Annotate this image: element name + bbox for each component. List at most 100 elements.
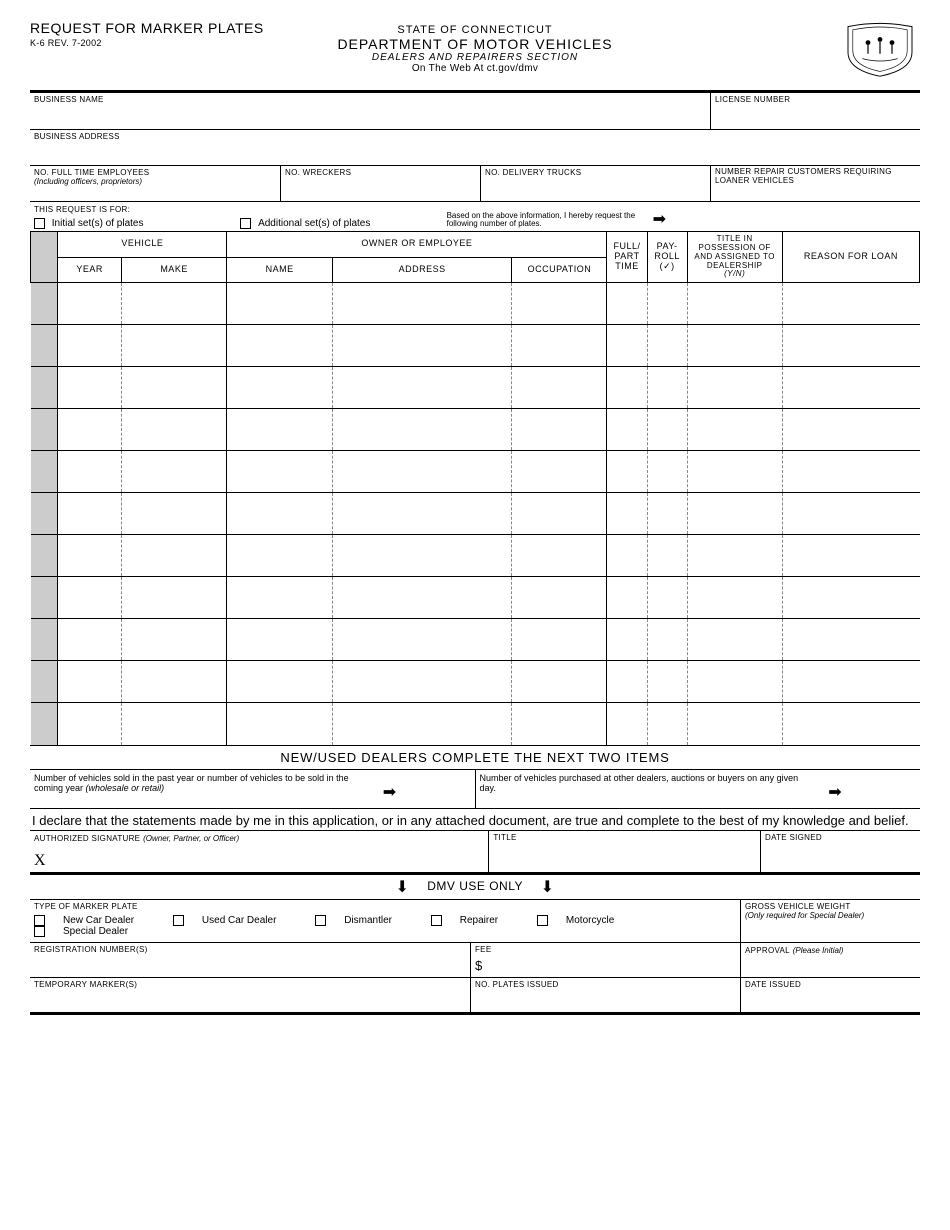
grid-cell[interactable] <box>687 577 782 619</box>
grid-cell[interactable] <box>687 619 782 661</box>
grid-cell[interactable] <box>227 367 333 409</box>
vehicles-sold-field[interactable]: Number of vehicles sold in the past year… <box>30 770 475 808</box>
grid-cell[interactable] <box>227 661 333 703</box>
grid-cell[interactable] <box>31 493 58 535</box>
grid-cell[interactable] <box>782 535 919 577</box>
additional-sets-checkbox[interactable] <box>240 218 251 229</box>
registration-field[interactable]: REGISTRATION NUMBER(S) <box>30 943 470 977</box>
grid-cell[interactable] <box>31 661 58 703</box>
grid-cell[interactable] <box>607 409 647 451</box>
signature-field[interactable]: AUTHORIZED SIGNATURE (Owner, Partner, or… <box>30 831 488 872</box>
grid-cell[interactable] <box>607 577 647 619</box>
grid-cell[interactable] <box>647 619 687 661</box>
grid-cell[interactable] <box>687 661 782 703</box>
grid-cell[interactable] <box>31 577 58 619</box>
table-row[interactable] <box>31 619 920 661</box>
used-car-checkbox[interactable] <box>173 915 184 926</box>
grid-cell[interactable] <box>332 661 511 703</box>
grid-cell[interactable] <box>332 535 511 577</box>
grid-cell[interactable] <box>647 577 687 619</box>
table-row[interactable] <box>31 535 920 577</box>
grid-cell[interactable] <box>227 703 333 745</box>
grid-cell[interactable] <box>647 661 687 703</box>
table-row[interactable] <box>31 577 920 619</box>
grid-cell[interactable] <box>31 367 58 409</box>
grid-cell[interactable] <box>227 577 333 619</box>
repairer-checkbox[interactable] <box>431 915 442 926</box>
table-row[interactable] <box>31 325 920 367</box>
grid-cell[interactable] <box>227 283 333 325</box>
grid-cell[interactable] <box>227 535 333 577</box>
grid-cell[interactable] <box>121 409 227 451</box>
grid-cell[interactable] <box>121 283 227 325</box>
grid-cell[interactable] <box>607 535 647 577</box>
grid-cell[interactable] <box>58 451 121 493</box>
grid-cell[interactable] <box>332 283 511 325</box>
grid-cell[interactable] <box>782 325 919 367</box>
grid-cell[interactable] <box>607 325 647 367</box>
grid-cell[interactable] <box>687 325 782 367</box>
grid-cell[interactable] <box>121 619 227 661</box>
grid-cell[interactable] <box>58 325 121 367</box>
grid-cell[interactable] <box>782 619 919 661</box>
gvw-field[interactable]: GROSS VEHICLE WEIGHT (Only required for … <box>740 900 920 941</box>
grid-cell[interactable] <box>332 493 511 535</box>
grid-cell[interactable] <box>121 325 227 367</box>
grid-cell[interactable] <box>58 283 121 325</box>
vehicles-purchased-field[interactable]: Number of vehicles purchased at other de… <box>475 770 921 808</box>
grid-cell[interactable] <box>227 325 333 367</box>
grid-cell[interactable] <box>647 703 687 745</box>
grid-cell[interactable] <box>647 535 687 577</box>
grid-cell[interactable] <box>31 703 58 745</box>
grid-cell[interactable] <box>121 703 227 745</box>
grid-cell[interactable] <box>647 409 687 451</box>
grid-cell[interactable] <box>31 283 58 325</box>
special-checkbox[interactable] <box>34 926 45 937</box>
temp-marker-field[interactable]: TEMPORARY MARKER(S) <box>30 978 470 1012</box>
grid-cell[interactable] <box>58 619 121 661</box>
grid-cell[interactable] <box>607 703 647 745</box>
new-car-checkbox[interactable] <box>34 915 45 926</box>
dismantler-checkbox[interactable] <box>315 915 326 926</box>
grid-cell[interactable] <box>512 325 607 367</box>
grid-cell[interactable] <box>647 367 687 409</box>
grid-cell[interactable] <box>607 451 647 493</box>
grid-cell[interactable] <box>782 661 919 703</box>
business-address-field[interactable]: BUSINESS ADDRESS <box>30 129 920 165</box>
grid-cell[interactable] <box>647 451 687 493</box>
grid-cell[interactable] <box>687 283 782 325</box>
grid-cell[interactable] <box>58 703 121 745</box>
grid-cell[interactable] <box>782 283 919 325</box>
grid-cell[interactable] <box>227 619 333 661</box>
grid-cell[interactable] <box>332 409 511 451</box>
grid-cell[interactable] <box>31 619 58 661</box>
delivery-field[interactable]: NO. DELIVERY TRUCKS <box>480 165 710 201</box>
grid-cell[interactable] <box>782 367 919 409</box>
grid-cell[interactable] <box>607 619 647 661</box>
fulltime-field[interactable]: NO. FULL TIME EMPLOYEES (Including offic… <box>30 165 280 201</box>
plates-issued-field[interactable]: NO. PLATES ISSUED <box>470 978 740 1012</box>
table-row[interactable] <box>31 703 920 745</box>
license-number-field[interactable]: LICENSE NUMBER <box>710 93 920 129</box>
grid-cell[interactable] <box>332 367 511 409</box>
grid-cell[interactable] <box>58 493 121 535</box>
grid-cell[interactable] <box>512 409 607 451</box>
grid-cell[interactable] <box>227 451 333 493</box>
grid-cell[interactable] <box>31 451 58 493</box>
grid-cell[interactable] <box>332 577 511 619</box>
grid-cell[interactable] <box>121 535 227 577</box>
grid-cell[interactable] <box>647 325 687 367</box>
initial-sets-checkbox[interactable] <box>34 218 45 229</box>
grid-cell[interactable] <box>512 619 607 661</box>
grid-cell[interactable] <box>58 577 121 619</box>
grid-cell[interactable] <box>121 493 227 535</box>
table-row[interactable] <box>31 451 920 493</box>
grid-cell[interactable] <box>58 367 121 409</box>
grid-cell[interactable] <box>58 409 121 451</box>
grid-cell[interactable] <box>512 661 607 703</box>
grid-cell[interactable] <box>121 367 227 409</box>
grid-cell[interactable] <box>332 451 511 493</box>
grid-cell[interactable] <box>121 577 227 619</box>
table-row[interactable] <box>31 661 920 703</box>
grid-cell[interactable] <box>607 493 647 535</box>
